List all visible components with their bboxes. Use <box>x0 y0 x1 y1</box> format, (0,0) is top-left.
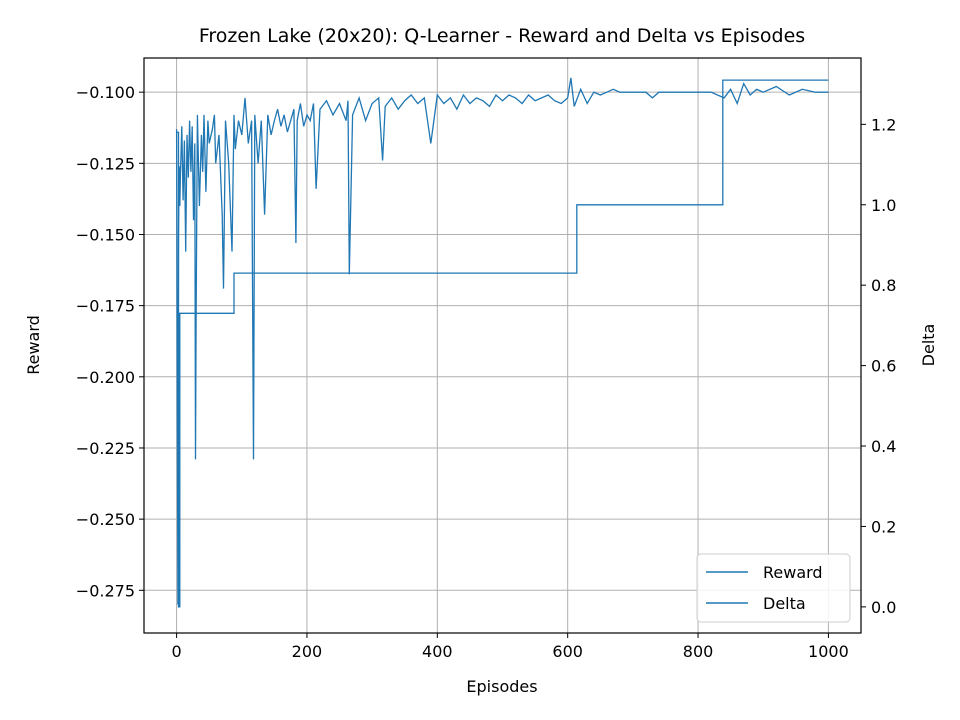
y2-tick-label: 0.6 <box>871 357 896 376</box>
ticks: 0 200 400 600 800 1000 −0.275 −0.250 −0.225 −0.20… <box>76 83 897 661</box>
legend-box <box>696 553 851 623</box>
chart-title: Frozen Lake (20x20): Q-Learner - Reward … <box>199 25 805 47</box>
y2-tick-label: 0.2 <box>871 517 896 536</box>
x-axis-label: Episodes <box>466 677 537 696</box>
legend-label-reward: Reward <box>763 563 823 582</box>
legend: Reward Delta <box>696 553 851 623</box>
y-tick-label: −0.125 <box>76 154 135 173</box>
y2-tick-label: 1.0 <box>871 196 896 215</box>
y-tick-label: −0.100 <box>76 83 135 102</box>
y-tick-label: −0.200 <box>76 368 135 387</box>
series-line-delta <box>176 79 829 608</box>
x-tick-label: 0 <box>171 642 181 661</box>
legend-label-delta: Delta <box>763 594 806 613</box>
x-tick-label: 200 <box>292 642 323 661</box>
y-tick-label: −0.250 <box>76 510 135 529</box>
y-tick-label: −0.225 <box>76 439 135 458</box>
y-axis-label: Reward <box>24 315 43 375</box>
plot-frame <box>143 57 862 634</box>
grid <box>144 58 861 633</box>
y2-tick-label: 0.0 <box>871 598 896 617</box>
y-tick-label: −0.150 <box>76 225 135 244</box>
y2-axis-label: Delta <box>919 324 938 367</box>
y2-tick-label: 0.8 <box>871 276 896 295</box>
y-tick-label: −0.175 <box>76 297 135 316</box>
x-tick-label: 1000 <box>808 642 849 661</box>
y2-tick-label: 1.2 <box>871 115 896 134</box>
series-layer <box>175 77 829 608</box>
y2-tick-label: 0.4 <box>871 437 896 456</box>
series-line-reward <box>175 77 829 605</box>
x-tick-label: 400 <box>422 642 453 661</box>
x-tick-label: 800 <box>683 642 714 661</box>
y-tick-label: −0.275 <box>76 581 135 600</box>
x-tick-label: 600 <box>552 642 583 661</box>
